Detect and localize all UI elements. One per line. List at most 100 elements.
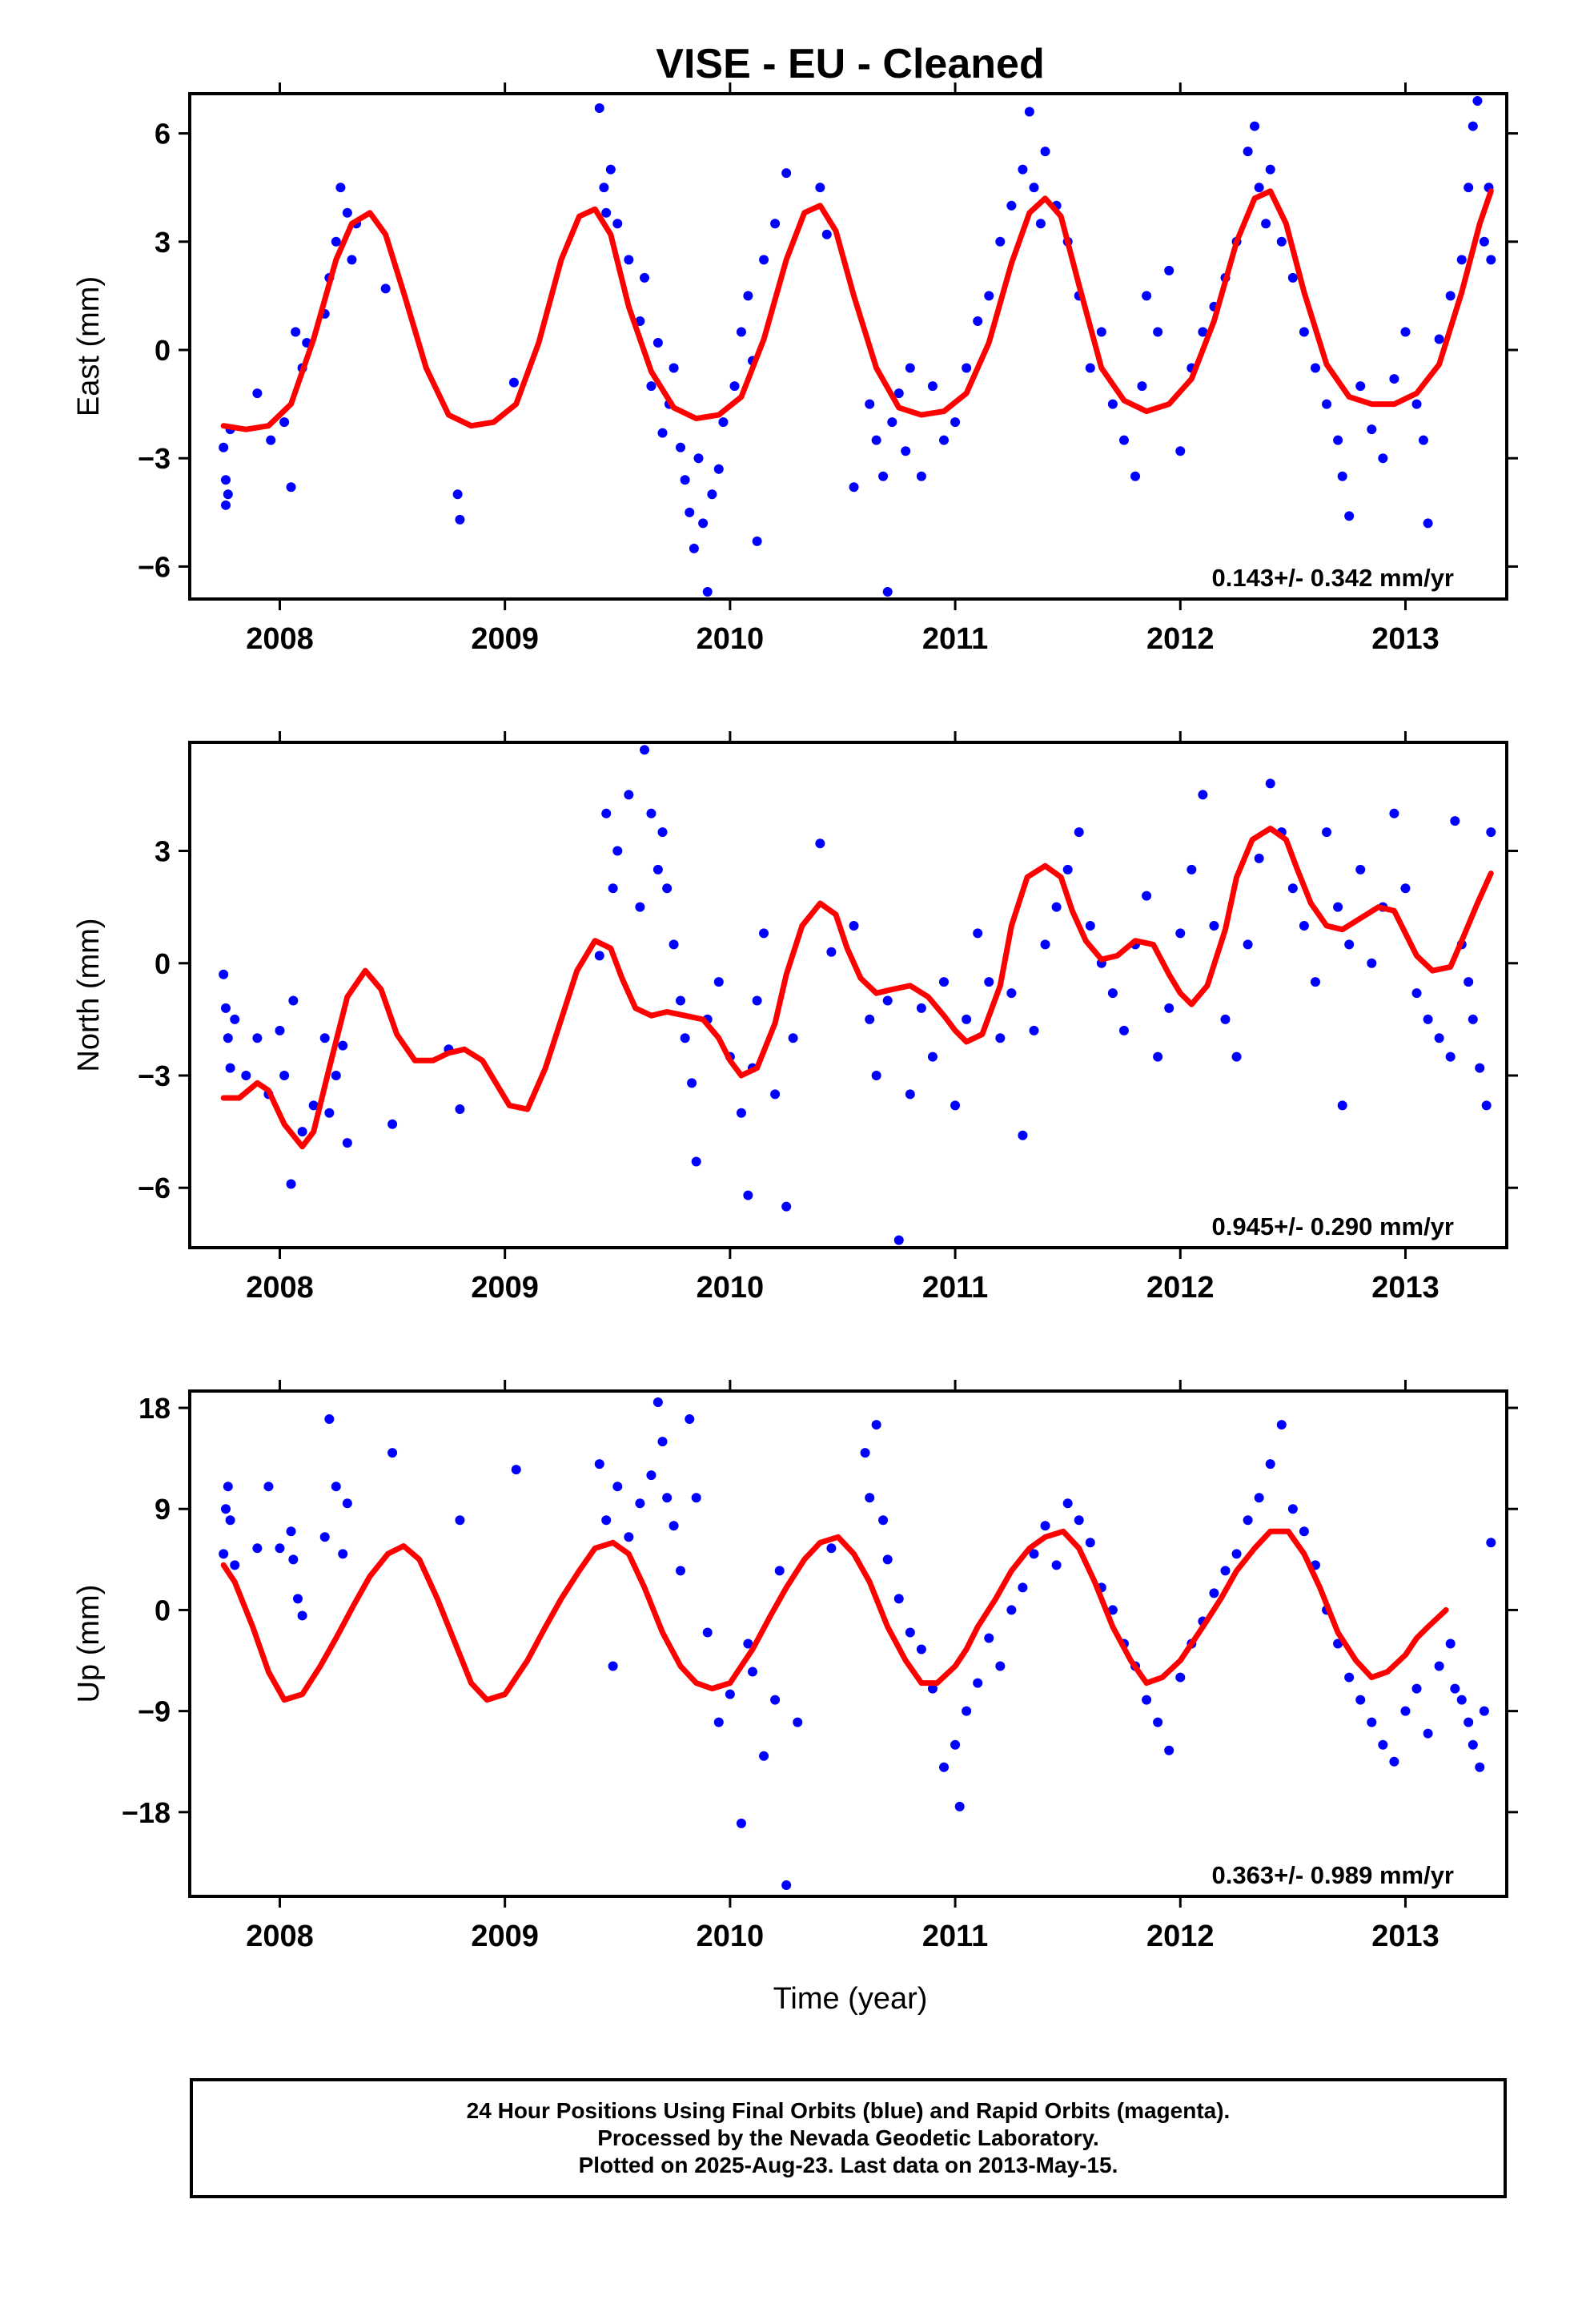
north-data-point bbox=[950, 1100, 961, 1111]
north-data-point bbox=[279, 1070, 290, 1080]
north-data-point bbox=[973, 928, 983, 939]
east-data-point bbox=[950, 417, 961, 428]
east-data-point bbox=[1029, 183, 1039, 193]
east-data-point bbox=[1299, 327, 1309, 337]
east-data-point bbox=[220, 500, 231, 510]
up-data-point bbox=[781, 1880, 792, 1890]
up-ytick-label: 0 bbox=[155, 1594, 171, 1626]
east-data-point bbox=[689, 543, 699, 553]
east-data-point bbox=[1130, 471, 1141, 481]
east-data-point bbox=[685, 507, 695, 517]
east-data-point bbox=[380, 283, 391, 294]
north-data-point bbox=[1074, 827, 1084, 838]
east-xtick-label: 2013 bbox=[1371, 622, 1439, 656]
north-data-point bbox=[676, 995, 686, 1006]
north-data-point bbox=[1299, 921, 1309, 931]
up-data-point bbox=[652, 1397, 663, 1408]
north-data-point bbox=[652, 864, 663, 875]
north-data-point bbox=[241, 1070, 251, 1080]
east-data-point bbox=[335, 183, 346, 193]
up-data-point bbox=[387, 1448, 398, 1458]
north-data-point bbox=[1051, 902, 1062, 912]
east-data-point bbox=[1142, 291, 1152, 301]
up-data-point bbox=[962, 1706, 972, 1716]
up-data-point bbox=[1475, 1762, 1485, 1772]
north-data-point bbox=[1209, 921, 1219, 931]
east-data-point bbox=[882, 586, 893, 597]
up-data-point bbox=[774, 1566, 785, 1576]
east-data-point bbox=[1445, 291, 1456, 301]
east-ytick-label: 3 bbox=[155, 226, 171, 259]
north-data-point bbox=[387, 1119, 398, 1129]
up-data-point bbox=[1164, 1745, 1174, 1755]
up-fit-line bbox=[220, 1528, 1449, 1703]
up-data-point bbox=[939, 1762, 950, 1772]
north-data-point bbox=[1344, 939, 1355, 950]
north-data-point bbox=[275, 1025, 285, 1035]
east-data-point bbox=[1250, 121, 1260, 131]
up-data-point bbox=[319, 1532, 330, 1542]
north-data-point bbox=[781, 1201, 792, 1212]
east-data-point bbox=[220, 475, 231, 485]
north-data-point bbox=[624, 790, 634, 800]
east-data-point bbox=[219, 442, 229, 452]
up-data-point bbox=[1107, 1605, 1118, 1615]
east-data-point bbox=[1423, 518, 1433, 529]
east-data-point bbox=[707, 489, 717, 500]
up-data-point bbox=[950, 1739, 961, 1750]
north-points bbox=[219, 745, 1496, 1245]
east-y-axis-title: East (mm) bbox=[72, 276, 106, 416]
up-data-point bbox=[1423, 1728, 1433, 1739]
north-data-point bbox=[871, 1070, 881, 1080]
east-data-point bbox=[1378, 453, 1388, 464]
east-data-point bbox=[718, 417, 729, 428]
north-data-point bbox=[1464, 977, 1474, 987]
east-data-point bbox=[1198, 327, 1208, 337]
up-data-point bbox=[1153, 1717, 1163, 1727]
north-data-point bbox=[736, 1108, 746, 1118]
east-data-point bbox=[1164, 265, 1174, 275]
north-data-point bbox=[288, 995, 299, 1006]
north-data-point bbox=[1400, 883, 1411, 894]
north-panel: 3 0 −3 −6 2008 2009 2010 2011 2012 2013 North (mm)… bbox=[72, 731, 1518, 1305]
up-data-point bbox=[624, 1532, 634, 1542]
up-data-point bbox=[1029, 1549, 1039, 1559]
north-data-point bbox=[297, 1127, 307, 1137]
up-data-point bbox=[669, 1521, 679, 1531]
north-data-point bbox=[939, 977, 950, 987]
north-xtick-label: 2008 bbox=[246, 1271, 314, 1305]
north-data-point bbox=[1337, 1100, 1347, 1111]
up-data-point bbox=[1355, 1695, 1366, 1705]
up-data-point bbox=[725, 1689, 735, 1699]
east-data-point bbox=[973, 316, 983, 326]
east-data-point bbox=[1367, 424, 1377, 435]
up-data-point bbox=[1051, 1560, 1062, 1570]
north-plot-frame bbox=[188, 741, 1508, 1249]
north-data-point bbox=[1085, 921, 1095, 931]
up-ytick-label: 9 bbox=[155, 1493, 171, 1526]
north-data-point bbox=[1475, 1063, 1485, 1073]
north-data-point bbox=[1220, 1014, 1231, 1024]
up-data-point bbox=[865, 1493, 875, 1503]
east-data-point bbox=[669, 363, 679, 373]
north-data-point bbox=[882, 995, 893, 1006]
east-data-point bbox=[1085, 363, 1095, 373]
north-data-point bbox=[759, 928, 769, 939]
north-xtick-label: 2012 bbox=[1146, 1271, 1215, 1305]
north-data-point bbox=[826, 947, 837, 957]
up-data-point bbox=[882, 1554, 893, 1565]
up-data-point bbox=[225, 1515, 235, 1526]
east-data-point bbox=[995, 236, 1006, 247]
north-data-point bbox=[1333, 902, 1343, 912]
up-data-point bbox=[612, 1482, 623, 1492]
east-data-point bbox=[1118, 435, 1129, 445]
east-data-point bbox=[676, 442, 686, 452]
east-data-point bbox=[752, 536, 762, 546]
up-rate-label: 0.363+/- 0.989 mm/yr bbox=[1212, 1861, 1454, 1889]
north-data-point bbox=[1481, 1100, 1492, 1111]
up-data-point bbox=[676, 1566, 686, 1576]
east-data-point bbox=[455, 514, 465, 525]
up-data-point bbox=[743, 1638, 753, 1649]
east-data-point bbox=[1265, 164, 1275, 175]
north-data-point bbox=[1186, 864, 1197, 875]
